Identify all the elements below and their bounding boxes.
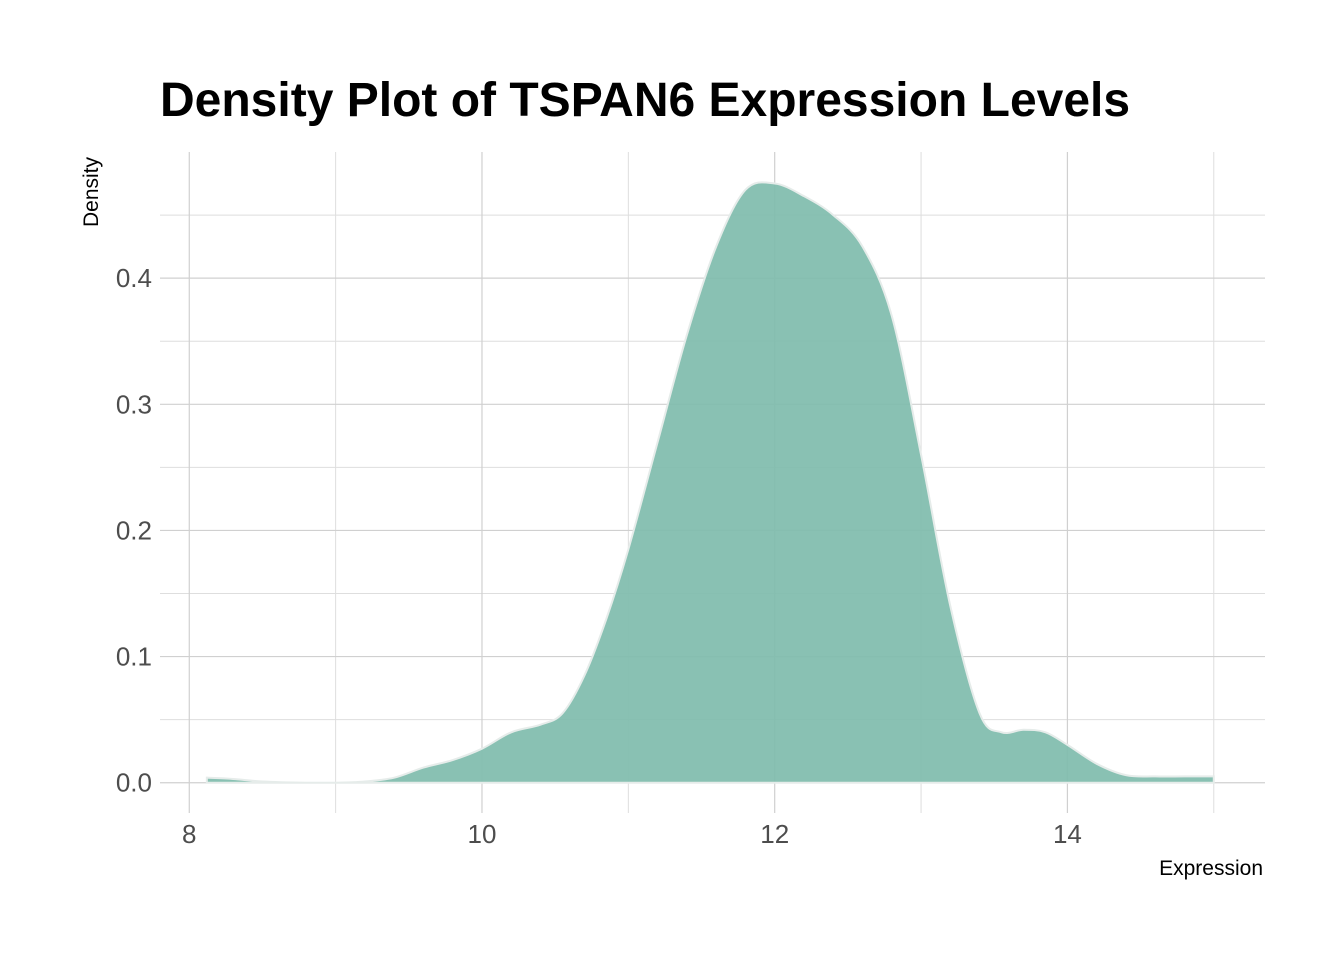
x-tick-label: 8 [182, 819, 196, 849]
density-area [205, 181, 1215, 784]
y-tick-label: 0.1 [116, 642, 152, 672]
x-tick-label: 10 [468, 819, 497, 849]
x-axis-title: Expression [1159, 857, 1263, 880]
x-tick-label: 12 [760, 819, 789, 849]
y-tick-label: 0.4 [116, 263, 152, 293]
y-tick-label: 0.3 [116, 389, 152, 419]
x-tick-label: 14 [1053, 819, 1082, 849]
y-tick-label: 0.2 [116, 515, 152, 545]
x-axis-tick-labels: 8 10 12 14 [182, 819, 1082, 849]
y-axis-title: Density [80, 156, 103, 227]
y-tick-label: 0.0 [116, 768, 152, 798]
y-axis-tick-labels: 0.0 0.1 0.2 0.3 0.4 [116, 263, 152, 798]
chart-title: Density Plot of TSPAN6 Expression Levels [160, 74, 1130, 127]
